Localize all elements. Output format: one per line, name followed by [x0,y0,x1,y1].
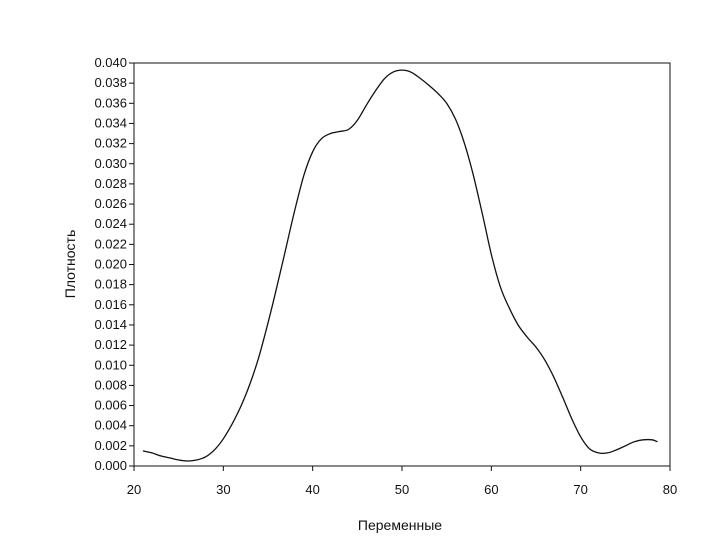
x-tick-label: 60 [484,482,498,497]
y-axis-ticks: 0.000 0.002 0.004 0.006 0.008 0.010 0.012 0.014… [94,55,134,473]
y-tick-label: 0.004 [94,418,127,433]
plot-frame [133,62,671,467]
y-tick-label: 0.038 [94,75,127,90]
density-line [142,69,658,462]
x-tick-label: 20 [127,482,141,497]
x-tick-label: 40 [305,482,319,497]
y-tick-label: 0.008 [94,377,127,392]
y-tick-label: 0.036 [94,95,127,110]
y-tick-label: 0.032 [94,136,127,151]
y-tick-label: 0.010 [94,357,127,372]
y-tick-label: 0.016 [94,297,127,312]
x-tick-label: 70 [573,482,587,497]
y-axis-title: Плотность [62,230,78,299]
x-tick-label: 30 [216,482,230,497]
y-tick-label: 0.006 [94,398,127,413]
y-tick-label: 0.028 [94,176,127,191]
y-tick-label: 0.024 [94,216,127,231]
x-tick-label: 50 [395,482,409,497]
y-tick-label: 0.026 [94,196,127,211]
y-tick-label: 0.040 [94,55,127,70]
x-axis-title: Переменные [358,517,442,533]
y-tick-label: 0.034 [94,115,127,130]
y-tick-label: 0.002 [94,438,127,453]
y-tick-label: 0.030 [94,156,127,171]
x-axis-ticks: 20 30 40 50 60 70 80 [127,466,677,497]
x-tick-label: 80 [663,482,677,497]
y-tick-label: 0.020 [94,257,127,272]
y-tick-label: 0.018 [94,277,127,292]
y-tick-label: 0.012 [94,337,127,352]
y-tick-label: 0.000 [94,458,127,473]
y-tick-label: 0.022 [94,236,127,251]
y-tick-label: 0.014 [94,317,127,332]
